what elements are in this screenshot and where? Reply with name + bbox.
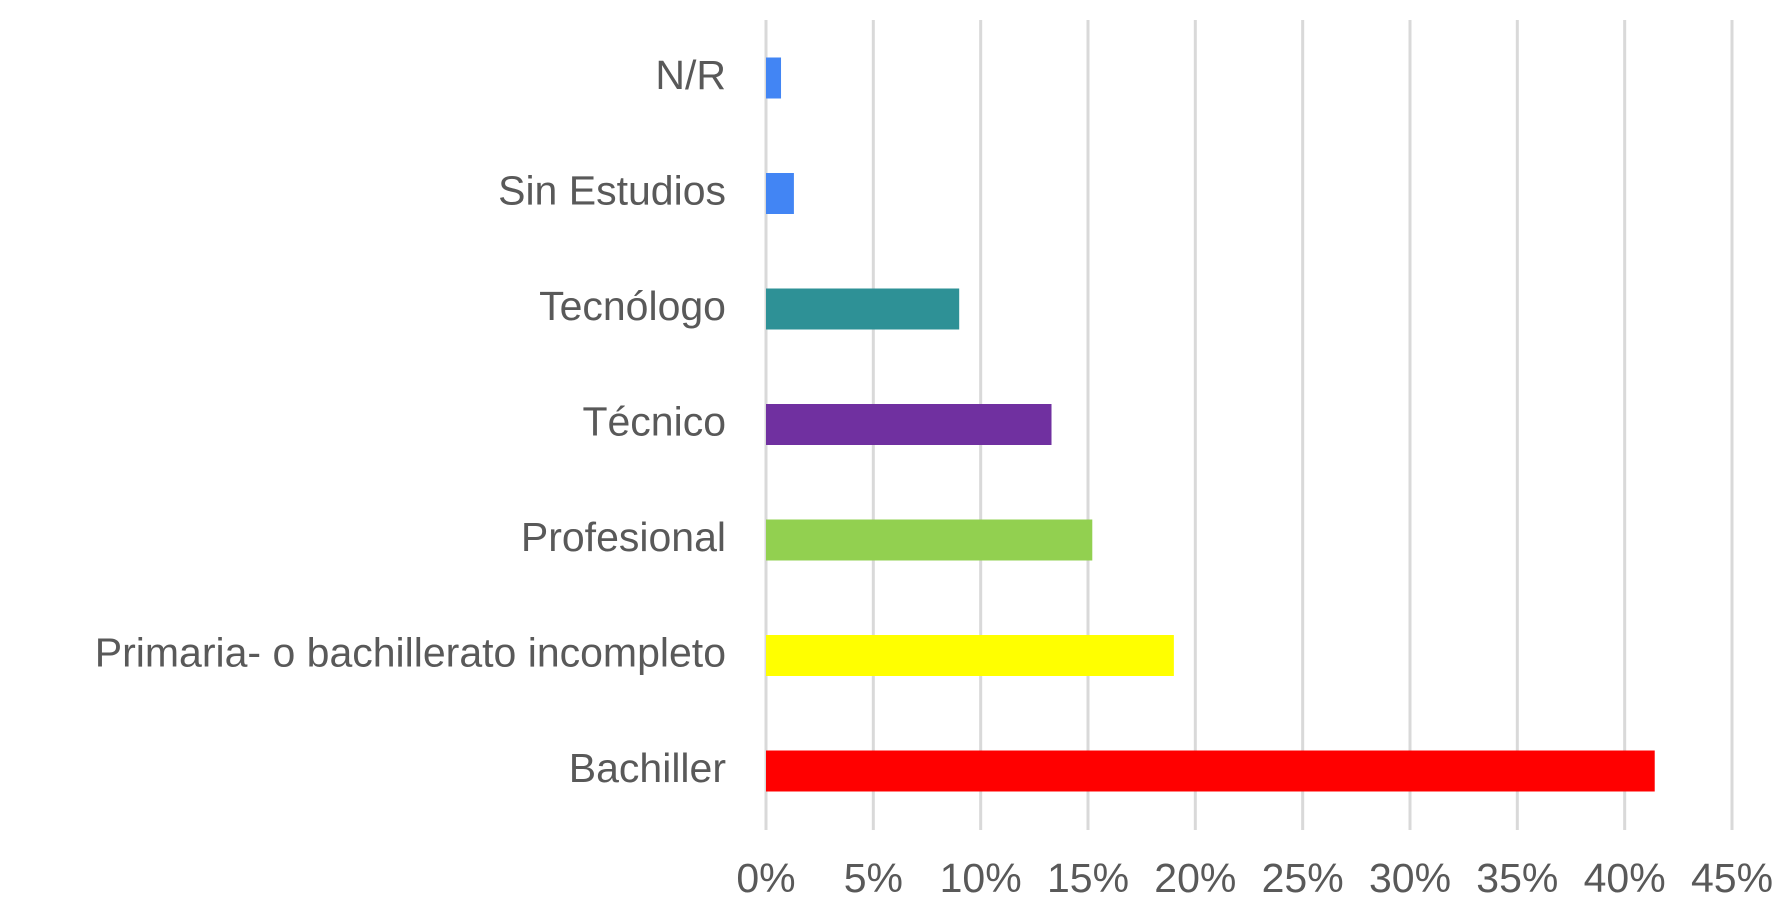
bar [766,57,782,99]
bar [766,519,1093,561]
x-tick-label: 10% [940,855,1022,901]
bar [766,173,794,214]
y-tick-label: Sin Estudios [498,167,726,213]
x-tick-label: 15% [1047,855,1129,901]
x-tick-label: 25% [1262,855,1344,901]
x-tick-label: 35% [1476,855,1558,901]
x-tick-label: 40% [1584,855,1666,901]
x-tick-label: 45% [1691,855,1773,901]
x-tick-label: 30% [1369,855,1451,901]
x-tick-label: 0% [736,855,795,901]
x-tick-label: 5% [844,855,903,901]
bar [766,635,1174,676]
bar [766,750,1655,792]
y-tick-label: N/R [655,52,726,98]
y-tick-label: Bachiller [569,745,726,791]
x-tick-label: 20% [1154,855,1236,901]
bar [766,288,960,330]
y-tick-label: Tecnólogo [539,283,726,329]
y-tick-label: Técnico [582,398,726,444]
y-tick-label: Primaria- o bachillerato incompleto [95,629,726,675]
y-tick-label: Profesional [521,514,726,560]
bar [766,404,1052,445]
